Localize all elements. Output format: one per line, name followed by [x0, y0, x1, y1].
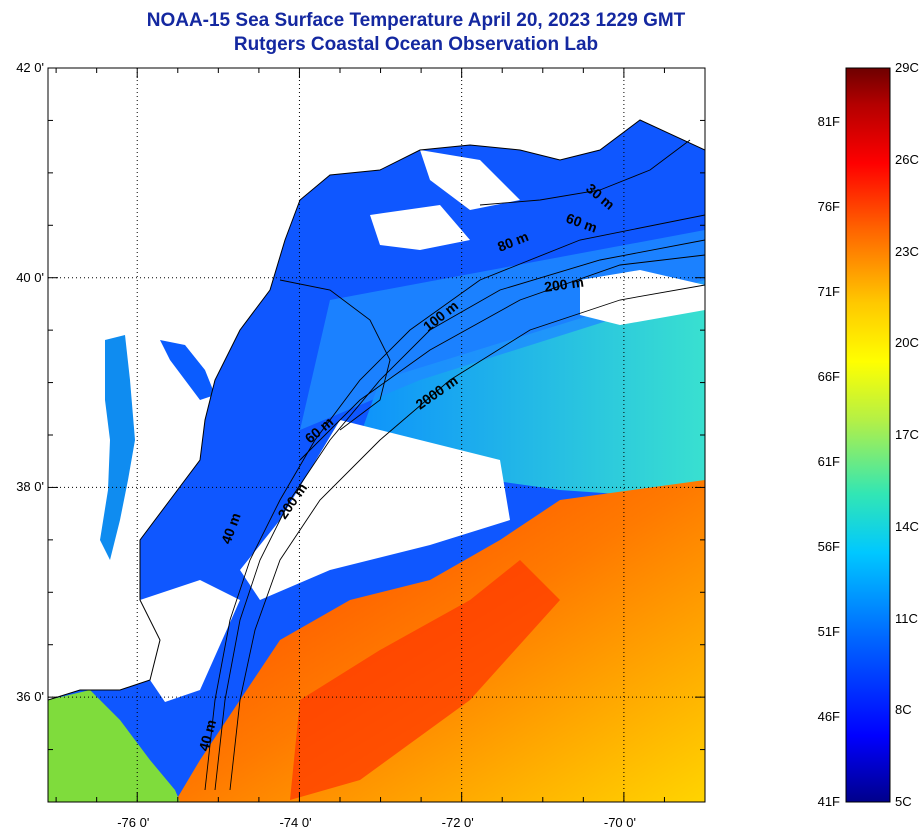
colorbar-c-label: 23C	[895, 243, 919, 259]
contour-label: 200 m	[543, 274, 585, 295]
colorbar-f-label: 66F	[817, 369, 840, 385]
colorbar-c-label: 26C	[895, 151, 919, 167]
colorbar-f-label: 56F	[817, 539, 840, 555]
colorbar-f-label: 76F	[817, 199, 840, 215]
cloud-patch-south	[240, 420, 510, 600]
colorbar-c-label: 11C	[895, 610, 918, 626]
lon-tick-label: -74 0'	[279, 815, 312, 830]
lat-tick-label: 40 0'	[16, 269, 44, 285]
colorbar	[845, 67, 891, 803]
gulf-stream-core	[290, 560, 560, 800]
colorbar-c-label: 14C	[895, 518, 919, 534]
cloud-patch-east	[580, 270, 705, 325]
colorbar-f-label: 41F	[817, 794, 840, 809]
colorbar-f-label: 71F	[817, 284, 840, 300]
bathymetry-contours	[204, 139, 705, 791]
contour-label: 40 m	[195, 718, 219, 753]
coastline	[48, 119, 705, 701]
lat-tick-label: 42 0'	[16, 60, 44, 75]
colorbar-c-label: 29C	[895, 60, 919, 75]
lat-tick-label: 36 0'	[16, 689, 44, 705]
lon-tick-label: -76 0'	[117, 815, 150, 830]
lon-ticks	[55, 68, 665, 802]
cloud-patch-north	[370, 205, 470, 250]
colorbar-f-label: 61F	[817, 454, 840, 470]
contour-line	[279, 279, 391, 431]
map-title: NOAA-15 Sea Surface Temperature April 20…	[146, 10, 686, 31]
colorbar-c-label: 5C	[895, 794, 912, 809]
lon-tick-label: -70 0'	[603, 815, 636, 830]
colorbar-c-label: 20C	[895, 335, 919, 351]
delaware-bay	[160, 340, 215, 400]
coastline-path	[48, 119, 705, 701]
contour-line	[214, 239, 705, 791]
sst-image-layer	[48, 68, 705, 802]
contour-line	[229, 284, 705, 791]
cloud-patch-coast	[420, 150, 520, 210]
contour-line	[204, 214, 705, 791]
contour-line	[299, 254, 705, 461]
colorbar-f-label: 46F	[817, 709, 840, 725]
colorbar-f-label: 51F	[817, 624, 840, 640]
colorbar-f-label: 81F	[817, 114, 840, 130]
lat-tick-label: 38 0'	[16, 479, 44, 495]
sound-warm-water	[48, 690, 180, 802]
contour-line	[479, 139, 691, 206]
map-subtitle: Rutgers Coastal Ocean Observation Lab	[233, 34, 599, 55]
land-mass	[48, 68, 705, 700]
chesapeake-bay	[100, 335, 135, 560]
colorbar-c-label: 8C	[895, 702, 912, 718]
cloud-patch-shelf	[140, 580, 240, 702]
lon-tick-label: -72 0'	[441, 815, 474, 830]
colorbar-c-label: 17C	[895, 427, 919, 442]
